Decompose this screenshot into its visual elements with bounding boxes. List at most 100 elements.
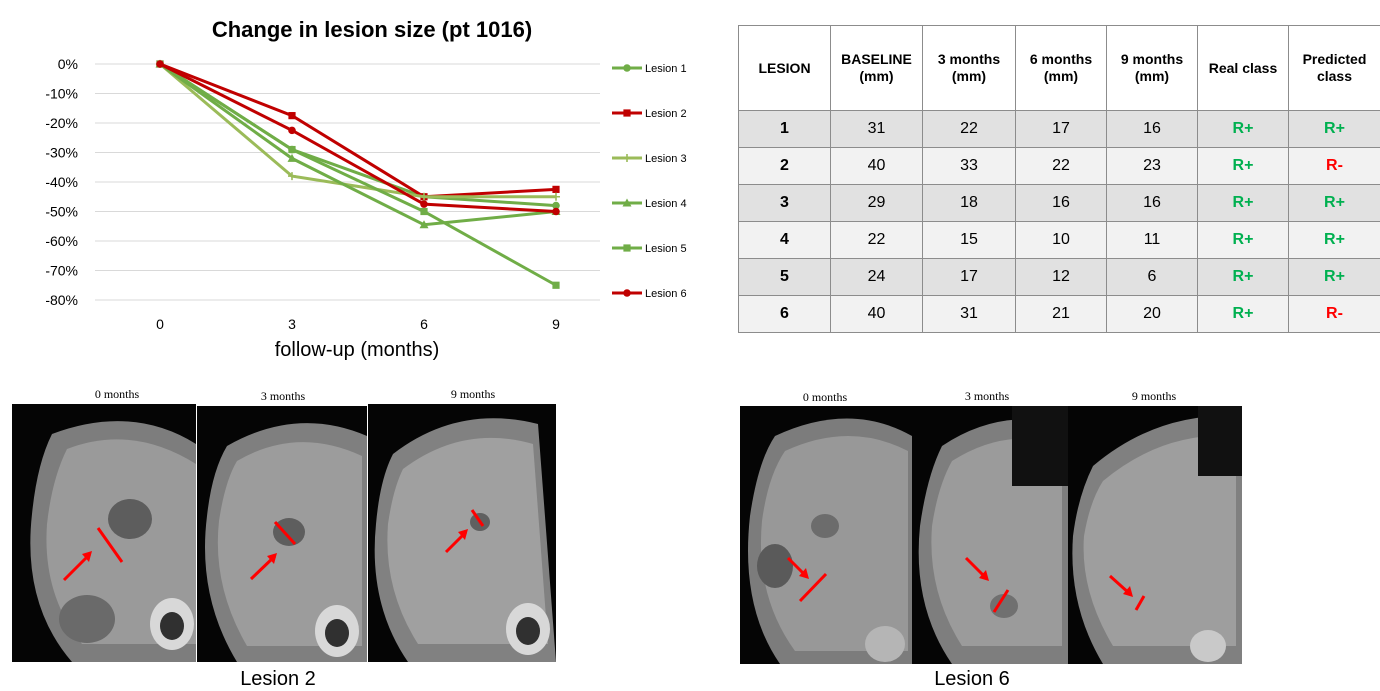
legend-marker (623, 154, 631, 162)
table-body: 1 31 22 17 16 R+ R+ 2 40 33 22 23 R+ R- 3 29 18 16 16 R+ R+ 4… (738, 110, 1380, 333)
header-real-class: Real class (1197, 25, 1289, 111)
chart-gridlines (95, 63, 600, 301)
x-tick-label: 6 (420, 316, 428, 332)
chart-title: Change in lesion size (pt 1016) (212, 17, 532, 42)
lesion-id-cell: 5 (738, 258, 831, 296)
lesion6-caption: Lesion 6 (934, 668, 1010, 690)
table-row: 5 24 17 12 6 R+ R+ (738, 258, 1380, 296)
legend-entry-4: Lesion 4 (612, 198, 687, 210)
size-cell: 40 (830, 147, 923, 185)
legend-marker (622, 198, 632, 207)
x-tick-label: 3 (288, 316, 296, 332)
legend-entry-5: Lesion 5 (612, 243, 687, 255)
predicted-class-cell: R- (1288, 295, 1380, 333)
legend-marker (623, 244, 631, 252)
series-line (159, 62, 557, 287)
chart-series (155, 59, 561, 289)
lesion-id-cell: 1 (738, 110, 831, 148)
lesion-id-cell: 6 (738, 295, 831, 333)
size-cell: 15 (922, 221, 1016, 259)
series-line (159, 62, 557, 208)
ct-scan-lesion2-3-months (197, 406, 367, 662)
y-tick-label: -40% (45, 174, 78, 190)
legend-label: Lesion 5 (645, 243, 687, 255)
legend-marker (623, 109, 631, 117)
lesion-id-cell: 4 (738, 221, 831, 259)
data-point (552, 201, 560, 210)
size-cell: 24 (830, 258, 923, 296)
table-row: 1 31 22 17 16 R+ R+ (738, 110, 1380, 148)
size-cell: 40 (830, 295, 923, 333)
chart-legend: Lesion 1 Lesion 2 Lesion 3 Lesion 4 Lesion 5… (612, 63, 687, 300)
data-point (287, 153, 297, 162)
data-point (552, 207, 560, 216)
size-cell: 16 (1106, 110, 1198, 148)
data-point (419, 220, 429, 229)
header-6-months: 6 months (mm) (1015, 25, 1107, 111)
legend-label: Lesion 1 (645, 63, 687, 75)
data-point (288, 112, 296, 120)
header-3-months: 3 months (mm) (922, 25, 1016, 111)
size-cell: 20 (1106, 295, 1198, 333)
real-class-cell: R+ (1197, 147, 1289, 185)
predicted-class-cell: R+ (1288, 184, 1380, 222)
series-line (159, 62, 557, 199)
header-predicted-class: Predicted class (1288, 25, 1380, 111)
size-cell: 22 (830, 221, 923, 259)
x-axis-ticks: 0 3 6 9 (156, 316, 560, 332)
size-cell: 31 (922, 295, 1016, 333)
y-tick-label: -20% (45, 115, 78, 131)
size-cell: 17 (922, 258, 1016, 296)
legend-label: Lesion 3 (645, 153, 687, 165)
x-axis-title: follow-up (months) (275, 339, 440, 361)
lesion-size-chart: Change in lesion size (pt 1016) 0% -10% -2… (45, 17, 687, 361)
y-tick-label: -30% (45, 145, 78, 161)
lesion2-caption: Lesion 2 (240, 668, 316, 690)
lesion6-panel-label-9: 9 months (1131, 389, 1177, 403)
real-class-cell: R+ (1197, 295, 1289, 333)
legend-entry-3: Lesion 3 (612, 153, 687, 165)
data-point (420, 207, 428, 216)
legend-entry-6: Lesion 6 (612, 288, 687, 300)
series-line (159, 62, 557, 213)
size-cell: 21 (1015, 295, 1107, 333)
size-cell: 12 (1015, 258, 1107, 296)
table-row: 2 40 33 22 23 R+ R- (738, 147, 1380, 185)
legend-entry-2: Lesion 2 (612, 108, 687, 120)
legend-label: Lesion 6 (645, 288, 687, 300)
data-point (420, 192, 428, 201)
predicted-class-cell: R- (1288, 147, 1380, 185)
size-cell: 16 (1106, 184, 1198, 222)
data-point (420, 200, 428, 208)
lesion-id-cell: 3 (738, 184, 831, 222)
ct-scan-lesion6-3-months (912, 406, 1068, 664)
data-point (288, 172, 296, 181)
size-cell: 18 (922, 184, 1016, 222)
data-point (288, 145, 296, 154)
lesion-id-cell: 2 (738, 147, 831, 185)
ct-scan-lesion2-9-months (368, 404, 556, 662)
series-line (159, 62, 556, 199)
real-class-cell: R+ (1197, 110, 1289, 148)
ct-scan-lesion6-0-months (740, 406, 912, 664)
legend-label: Lesion 2 (645, 108, 687, 120)
real-class-cell: R+ (1197, 221, 1289, 259)
data-point (288, 126, 296, 135)
size-cell: 22 (1015, 147, 1107, 185)
size-cell: 31 (830, 110, 923, 148)
lesion2-panel-label-3: 3 months (260, 389, 306, 403)
size-cell: 22 (922, 110, 1016, 148)
y-tick-label: -60% (45, 233, 78, 249)
predicted-class-cell: R+ (1288, 258, 1380, 296)
y-tick-label: -70% (45, 263, 78, 279)
table-row: 6 40 31 21 20 R+ R- (738, 295, 1380, 333)
lesion6-panel-label-3: 3 months (964, 389, 1010, 403)
ct-scan-lesion6-9-months (1068, 406, 1242, 664)
data-point (552, 192, 560, 201)
predicted-class-cell: R+ (1288, 221, 1380, 259)
table-row: 4 22 15 10 11 R+ R+ (738, 221, 1380, 259)
y-tick-label: -50% (45, 204, 78, 220)
size-cell: 11 (1106, 221, 1198, 259)
lesion2-panel-label-0: 0 months (94, 387, 140, 401)
ct-scan-lesion2-0-months (12, 404, 196, 662)
